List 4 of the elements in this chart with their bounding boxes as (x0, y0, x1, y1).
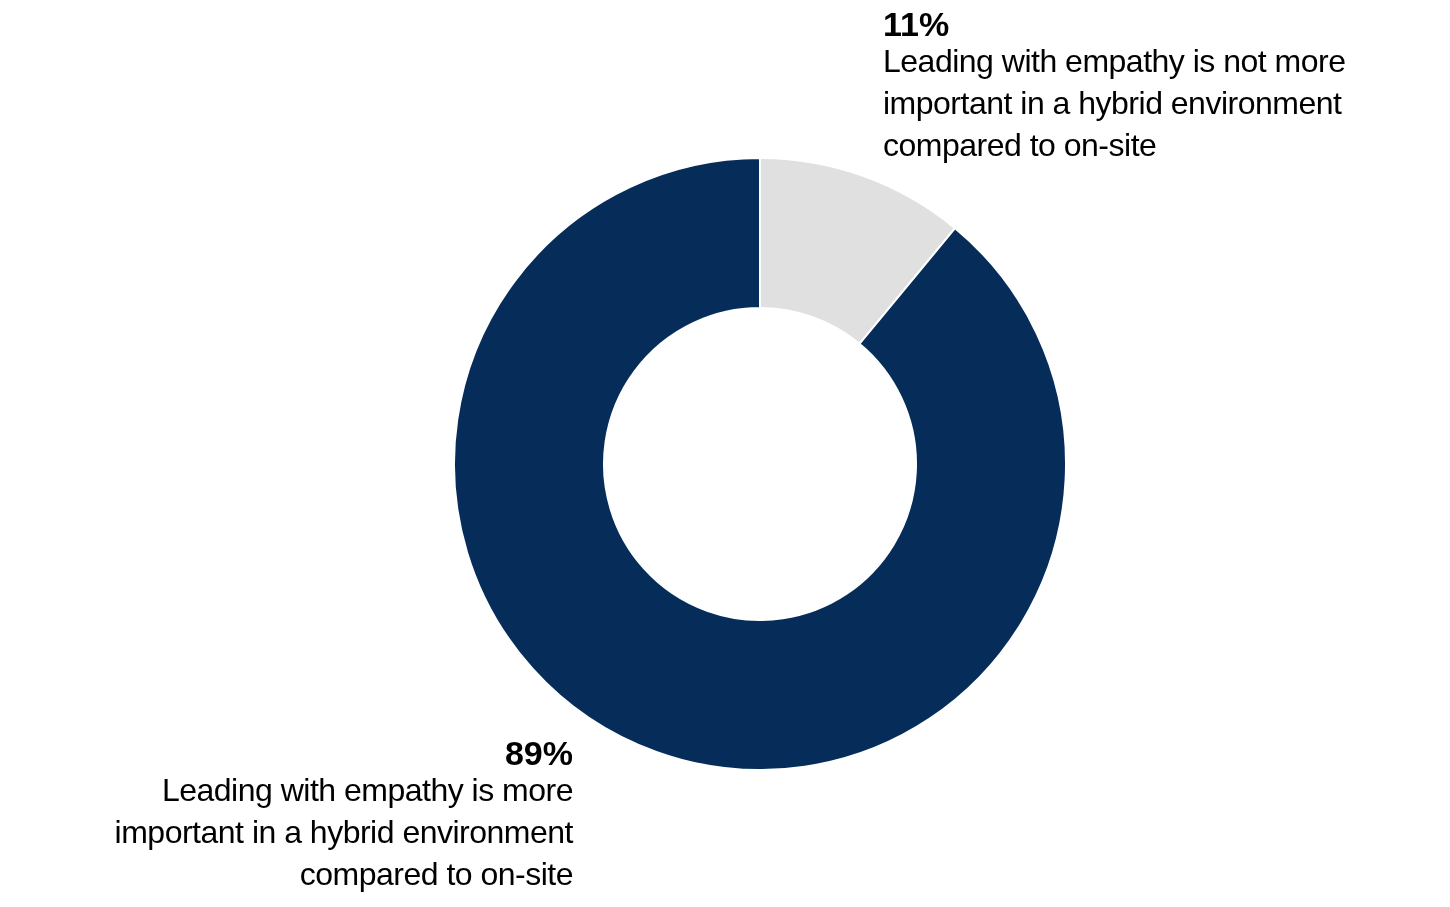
data-label: 89% (504, 734, 573, 772)
slice-label: Leading with empathy is not more important in a hybrid environment compared to on-site (883, 43, 1346, 163)
data-label: 11% (883, 5, 950, 43)
slice-label: Leading with empathy is more important in a hybrid environment compared to on-site (114, 772, 574, 892)
